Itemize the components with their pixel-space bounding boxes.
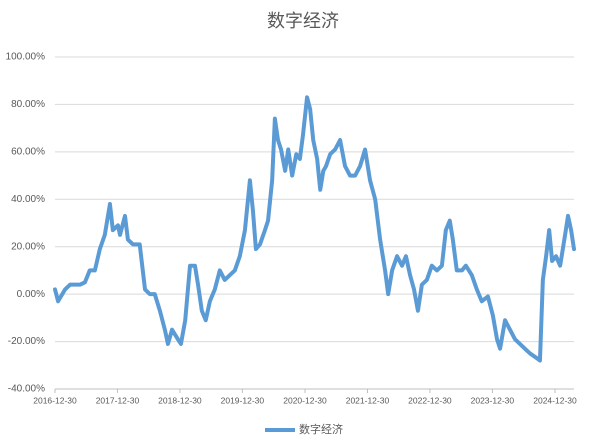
chart-title: 数字经济 <box>267 11 339 31</box>
y-tick-label: -20.00% <box>8 336 45 347</box>
x-tick-label: 2024-12-30 <box>533 395 577 405</box>
x-tick-label: 2017-12-30 <box>96 395 140 405</box>
x-tick-label: 2016-12-30 <box>33 395 77 405</box>
y-tick-label: -40.00% <box>8 384 45 395</box>
y-tick-label: 0.00% <box>17 289 45 300</box>
y-tick-label: 100.00% <box>6 52 46 63</box>
y-tick-label: 20.00% <box>11 241 45 252</box>
data-line <box>53 95 576 363</box>
x-tick-label: 2018-12-30 <box>158 395 202 405</box>
legend-label: 数字经济 <box>299 422 343 436</box>
x-tick-label: 2022-12-30 <box>408 395 452 405</box>
x-tick-label: 2021-12-30 <box>346 395 390 405</box>
x-tick-label: 2019-12-30 <box>221 395 265 405</box>
y-tick-label: 40.00% <box>11 194 45 205</box>
x-tick-label: 2020-12-30 <box>283 395 327 405</box>
y-tick-label: 80.00% <box>11 99 45 110</box>
x-tick-label: 2023-12-30 <box>471 395 515 405</box>
y-tick-label: 60.00% <box>11 146 45 157</box>
